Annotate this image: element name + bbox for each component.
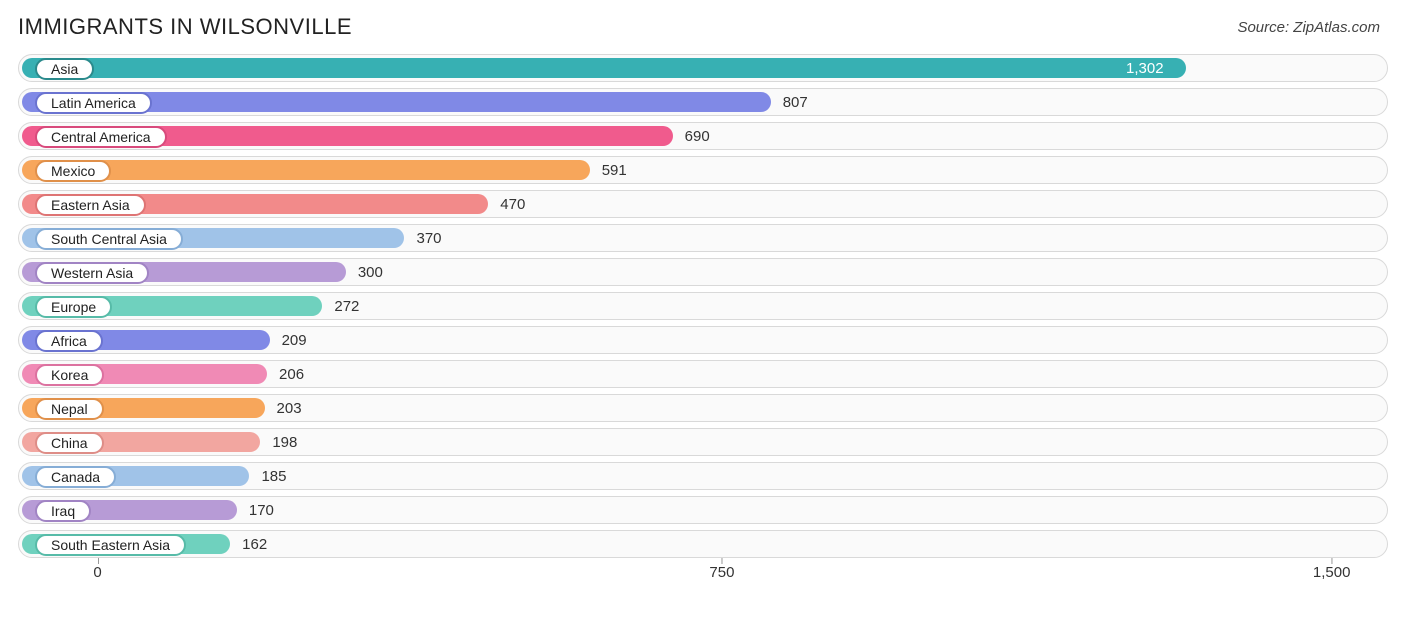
value-label: 203 [277,395,302,421]
chart-header: IMMIGRANTS IN WILSONVILLE Source: ZipAtl… [0,0,1406,46]
value-label: 162 [242,531,267,557]
chart-row: Latin America 807 [18,88,1388,116]
category-pill: Europe [35,296,112,318]
value-label: 591 [602,157,627,183]
chart-title: IMMIGRANTS IN WILSONVILLE [18,14,352,40]
value-label: 170 [249,497,274,523]
value-label: 272 [334,293,359,319]
chart-plot-area: Asia 1,302 Latin America 807 Central America… [0,46,1406,558]
value-label: 206 [279,361,304,387]
chart-row: Central America 690 [18,122,1388,150]
chart-row: South Eastern Asia 162 [18,530,1388,558]
value-label: 185 [261,463,286,489]
axis-tick: 1,500 [1313,564,1351,581]
category-pill: Korea [35,364,104,386]
category-pill: Nepal [35,398,104,420]
chart-row: Mexico 591 [18,156,1388,184]
value-label: 1,302 [1126,55,1164,81]
category-pill: Western Asia [35,262,149,284]
chart-row: Iraq 170 [18,496,1388,524]
chart-row: Korea 206 [18,360,1388,388]
category-pill: South Eastern Asia [35,534,186,556]
value-label: 209 [282,327,307,353]
chart-row: Europe 272 [18,292,1388,320]
category-pill: Central America [35,126,167,148]
category-pill: Eastern Asia [35,194,146,216]
category-pill: South Central Asia [35,228,183,250]
value-label: 807 [783,89,808,115]
chart-row: Canada 185 [18,462,1388,490]
chart-row: Western Asia 300 [18,258,1388,286]
category-pill: Canada [35,466,116,488]
category-pill: Latin America [35,92,152,114]
chart-row: Africa 209 [18,326,1388,354]
axis-tick: 750 [709,564,734,581]
chart-row: Nepal 203 [18,394,1388,422]
chart-bar [22,58,1186,78]
category-pill: Africa [35,330,103,352]
chart-row: South Central Asia 370 [18,224,1388,252]
category-pill: Mexico [35,160,111,182]
category-pill: China [35,432,104,454]
value-label: 470 [500,191,525,217]
x-axis: 0 750 1,500 [18,564,1388,594]
chart-source: Source: ZipAtlas.com [1237,19,1380,36]
category-pill: Asia [35,58,94,80]
chart-row: Asia 1,302 [18,54,1388,82]
value-label: 690 [685,123,710,149]
axis-tick: 0 [93,564,101,581]
value-label: 198 [272,429,297,455]
chart-row: Eastern Asia 470 [18,190,1388,218]
value-label: 300 [358,259,383,285]
category-pill: Iraq [35,500,91,522]
value-label: 370 [416,225,441,251]
chart-row: China 198 [18,428,1388,456]
